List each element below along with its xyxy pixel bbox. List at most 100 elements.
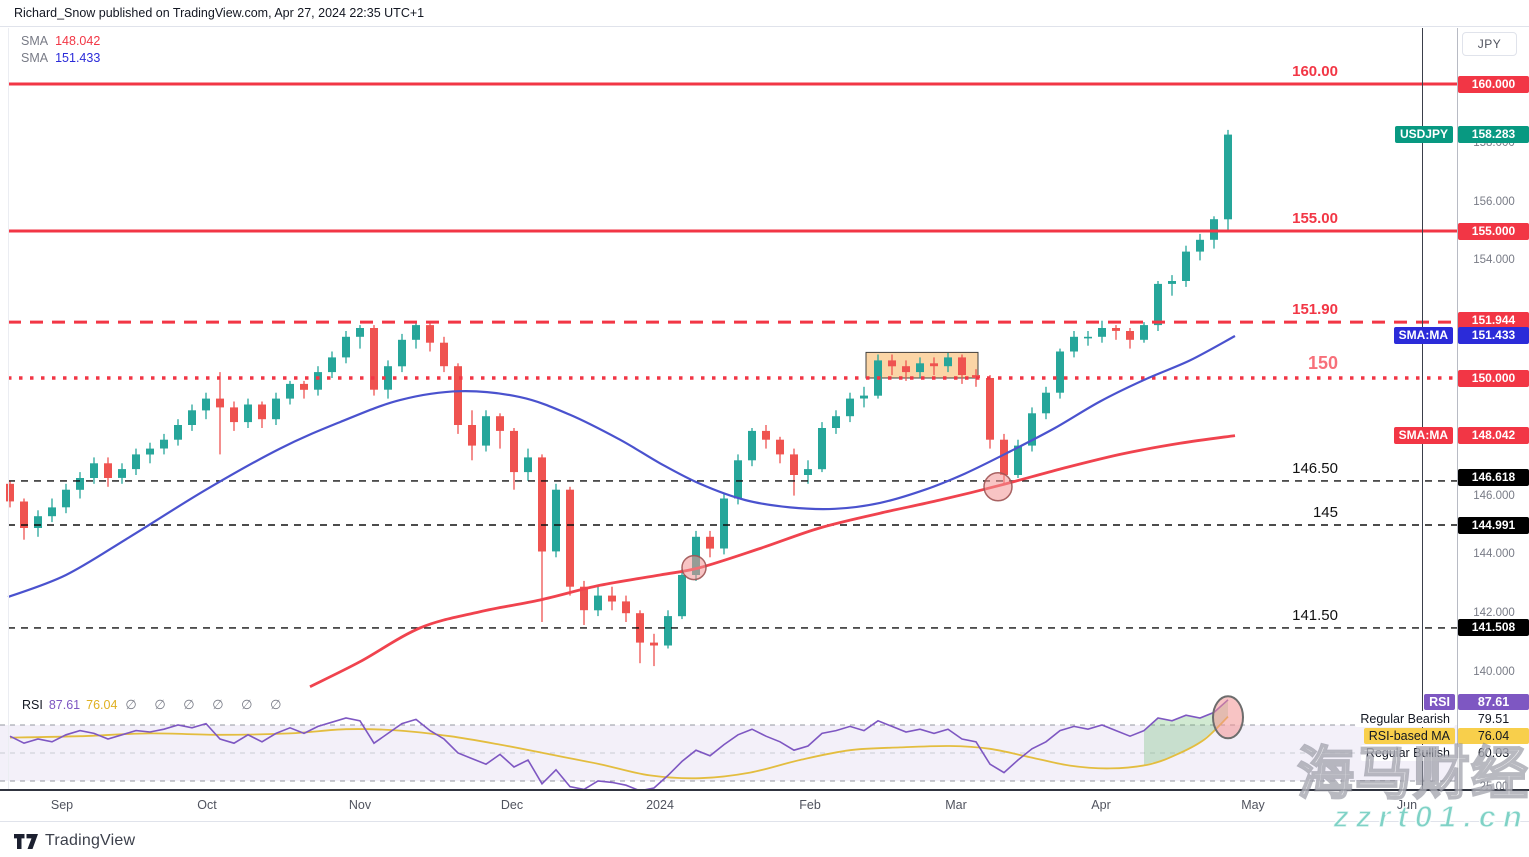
time-axis[interactable]	[0, 789, 1529, 822]
candle	[412, 325, 420, 340]
series-label-SMA:MA: SMA:MA	[1393, 327, 1453, 344]
candle	[510, 430, 518, 473]
rsi-ma-value: 76.04	[86, 698, 118, 712]
candle	[552, 489, 560, 552]
candle	[216, 398, 224, 408]
candle	[622, 601, 630, 614]
candle	[90, 463, 98, 478]
candle	[636, 613, 644, 643]
candle	[76, 478, 84, 490]
tradingview-logo-text: TradingView	[45, 832, 136, 849]
price-badge-141.508: 141.508	[1458, 619, 1529, 636]
candle	[1126, 331, 1134, 340]
candle	[440, 342, 448, 367]
price-badge-151.944: 151.944	[1458, 312, 1529, 329]
rsi-row-label: Regular Bearish	[1355, 711, 1455, 727]
candle	[286, 383, 294, 399]
candle	[328, 357, 336, 373]
price-tick: 140.000	[1473, 666, 1515, 678]
candle	[496, 416, 504, 431]
candle	[1196, 239, 1204, 252]
price-badge-146.618: 146.618	[1458, 469, 1529, 486]
rsi-row-value: 76.04	[1458, 728, 1529, 744]
sma-label: SMA	[21, 34, 49, 48]
rsi-row-label: RSI	[1424, 694, 1455, 710]
series-label-USDJPY: USDJPY	[1394, 126, 1453, 143]
rsi-row-label: Regular Bullish	[1360, 745, 1455, 761]
candle	[1056, 351, 1064, 393]
candle	[944, 357, 952, 367]
candle	[846, 398, 854, 417]
sma-200-legend[interactable]: SMA 148.042	[18, 34, 104, 48]
rsi-legend[interactable]: RSI 87.61 76.04 ∅ ∅ ∅ ∅ ∅ ∅	[22, 697, 288, 713]
candle	[1154, 283, 1162, 326]
support-touch-circle	[681, 554, 707, 581]
candle	[888, 360, 896, 367]
price-badge-158.283: 158.283	[1458, 126, 1529, 143]
candle	[6, 483, 14, 502]
time-label-Feb: Feb	[799, 798, 821, 812]
rsi-row-value: 79.51	[1458, 711, 1529, 727]
candle	[1084, 336, 1092, 339]
level-label-155.00: 155.00	[1292, 210, 1338, 227]
level-label-151.90: 151.90	[1292, 301, 1338, 318]
time-label-Sep: Sep	[50, 798, 74, 812]
level-label-150: 150	[1307, 353, 1338, 373]
sma-50-legend[interactable]: SMA 151.433	[18, 51, 104, 65]
candle	[62, 489, 70, 508]
candle	[482, 416, 490, 446]
time-label-Dec: Dec	[500, 798, 524, 812]
price-badge-155.000: 155.000	[1458, 223, 1529, 240]
candle	[1028, 413, 1036, 446]
currency-button[interactable]: JPY	[1462, 32, 1517, 56]
candle	[678, 575, 686, 617]
candle	[454, 366, 462, 425]
level-label-160.00: 160.00	[1292, 63, 1338, 80]
candle	[34, 516, 42, 528]
candle	[1140, 325, 1148, 340]
candle	[230, 407, 238, 423]
candle	[468, 425, 476, 446]
rsi-empty-set-icons: ∅ ∅ ∅ ∅ ∅ ∅	[125, 697, 289, 712]
candle	[1042, 392, 1050, 414]
candle	[762, 430, 770, 440]
candle	[272, 398, 280, 420]
candle	[566, 489, 574, 587]
rsi-title: RSI	[22, 698, 43, 712]
price-badge-151.433: 151.433	[1458, 327, 1529, 344]
candle	[986, 378, 994, 440]
candle	[916, 363, 924, 373]
price-tick: 142.000	[1473, 607, 1515, 619]
candle	[314, 372, 322, 390]
candle	[370, 328, 378, 390]
candle	[398, 339, 406, 367]
rsi-row-value: 60.03	[1458, 745, 1529, 761]
rsi-row-value: 87.61	[1458, 694, 1529, 710]
sma-200-value: 148.042	[55, 34, 101, 48]
candle	[160, 439, 168, 449]
future-date-vline	[1422, 28, 1423, 822]
footer-bar	[0, 822, 1529, 857]
candle	[958, 357, 966, 375]
candle	[734, 460, 742, 499]
header-bar: Richard_Snow published on TradingView.co…	[0, 0, 1529, 27]
time-label-Jun: Jun	[1396, 798, 1418, 812]
candle	[118, 469, 126, 478]
candle	[1070, 336, 1078, 352]
candle	[594, 595, 602, 611]
candle	[300, 383, 308, 390]
candle	[244, 404, 252, 423]
candle	[664, 616, 672, 646]
candle	[832, 416, 840, 428]
candle	[860, 395, 868, 399]
time-label-Oct: Oct	[197, 798, 217, 812]
level-label-146.50: 146.50	[1292, 460, 1338, 477]
publish-byline: Richard_Snow published on TradingView.co…	[14, 6, 425, 20]
candle	[1168, 281, 1176, 284]
candle	[1098, 328, 1106, 337]
candle	[1000, 439, 1008, 475]
tradingview-logo[interactable]: TradingView	[14, 832, 135, 850]
time-label-Apr: Apr	[1091, 798, 1111, 812]
price-axis[interactable]	[1457, 28, 1529, 789]
price-badge-148.042: 148.042	[1458, 427, 1529, 444]
